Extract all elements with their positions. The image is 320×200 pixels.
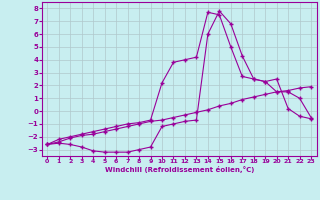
X-axis label: Windchill (Refroidissement éolien,°C): Windchill (Refroidissement éolien,°C) <box>105 166 254 173</box>
